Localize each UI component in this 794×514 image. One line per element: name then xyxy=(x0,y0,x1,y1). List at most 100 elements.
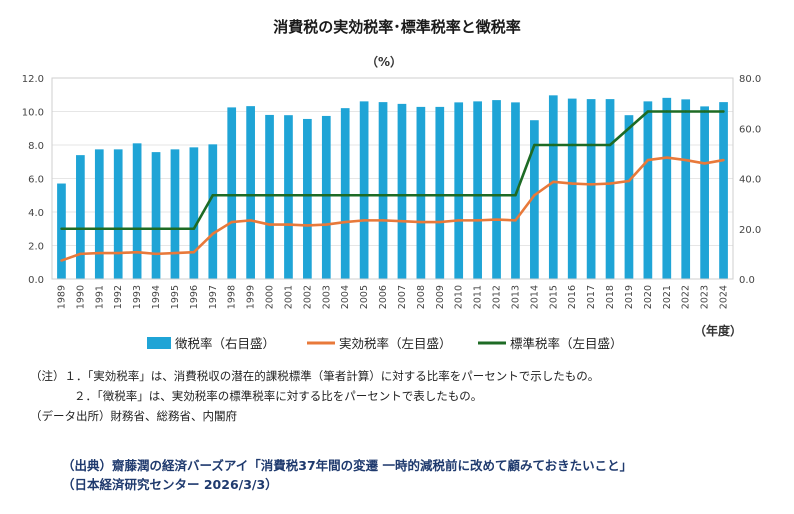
x-tick-label: 2018 xyxy=(605,285,616,309)
x-tick-label: 2012 xyxy=(492,285,503,309)
point-1-2019 xyxy=(627,127,631,130)
x-tick-label: 2017 xyxy=(586,285,597,309)
x-tick-label: 1991 xyxy=(94,285,105,309)
point-0-1993 xyxy=(135,251,139,254)
legend-label-0: 徴税率（右目盛） xyxy=(175,336,275,351)
left-tick-label: 6.0 xyxy=(28,175,44,186)
unit-label: （%） xyxy=(366,54,402,69)
x-tick-label: 2007 xyxy=(397,285,408,309)
x-tick-label: 2020 xyxy=(643,285,654,309)
bar-series xyxy=(57,95,728,280)
right-tick-label: 60.0 xyxy=(739,124,761,135)
x-tick-label: 2019 xyxy=(624,285,635,309)
point-0-2024 xyxy=(722,158,725,162)
bar-2015 xyxy=(548,95,558,280)
x-tick-label: 2001 xyxy=(283,285,294,309)
right-axis-ticks: 0.0 20.0 40.0 60.0 80.0 xyxy=(739,74,761,286)
left-axis-ticks: 0.0 2.0 4.0 6.0 8.0 10.0 12.0 xyxy=(22,74,44,286)
legend-label-1: 実効税率（左目盛） xyxy=(339,336,452,351)
bar-2013 xyxy=(511,102,520,279)
x-tick-label: 2009 xyxy=(435,285,446,309)
bar-2008 xyxy=(416,106,426,279)
note-line-3: （データ出所）財務省、総務省、内閣府 xyxy=(30,409,237,423)
point-0-2017 xyxy=(589,183,593,186)
point-1-2009 xyxy=(438,194,441,197)
bar-2022 xyxy=(681,99,691,279)
bar-2005 xyxy=(359,101,369,280)
bar-1992 xyxy=(113,149,123,279)
bar-2011 xyxy=(473,101,482,280)
x-tick-label: 2022 xyxy=(681,285,692,309)
x-tick-label: 1999 xyxy=(246,285,257,309)
x-tick-label: 1997 xyxy=(208,285,219,309)
x-tick-label: 2004 xyxy=(340,285,351,309)
bar-2021 xyxy=(662,97,672,279)
legend: 徴税率（右目盛） 実効税率（左目盛） 標準税率（左目盛） xyxy=(147,336,623,351)
bar-2020 xyxy=(643,101,653,280)
left-tick-label: 8.0 xyxy=(28,141,44,152)
bar-2006 xyxy=(378,102,388,280)
x-tick-label: 2013 xyxy=(510,285,521,309)
bar-2023 xyxy=(700,106,709,279)
right-tick-label: 20.0 xyxy=(739,225,761,236)
bar-1990 xyxy=(76,155,85,279)
point-1-1993 xyxy=(135,227,139,230)
left-tick-label: 12.0 xyxy=(22,74,44,85)
bar-2002 xyxy=(303,118,312,279)
point-0-1998 xyxy=(230,220,233,224)
bar-1989 xyxy=(57,183,66,279)
x-tick-label: 2016 xyxy=(567,285,578,309)
bar-2017 xyxy=(586,99,596,279)
point-0-2003 xyxy=(325,223,328,226)
note-line-1: （注）１．「実効税率」は、消費税収の潜在的課税標準（筆者計算）に対する比率をパー… xyxy=(30,369,600,383)
bar-1994 xyxy=(151,152,161,279)
point-0-2015 xyxy=(552,180,555,184)
bar-2024 xyxy=(719,102,728,280)
point-1-1989 xyxy=(60,227,63,230)
source-citation: （出典）齋藤潤の経済バーズアイ「消費税37年間の変遷 一時的減税前に改めて顧みて… xyxy=(62,456,632,494)
right-tick-label: 40.0 xyxy=(739,175,761,186)
x-unit-label: （年度） xyxy=(694,323,742,338)
point-1-2021 xyxy=(665,110,668,113)
point-1-2020 xyxy=(646,110,650,113)
bar-2000 xyxy=(265,114,274,279)
point-1-2007 xyxy=(400,194,404,197)
x-tick-label: 2000 xyxy=(265,285,276,309)
plot-frame xyxy=(51,77,734,280)
line-series-0 xyxy=(61,156,724,262)
bar-1991 xyxy=(94,149,104,279)
bar-1998 xyxy=(227,107,237,280)
point-0-1997 xyxy=(211,232,214,235)
point-0-1999 xyxy=(249,219,252,222)
point-1-2014 xyxy=(533,143,536,147)
right-tick-label: 80.0 xyxy=(739,74,761,85)
x-tick-label: 2003 xyxy=(321,285,332,309)
point-1-1994 xyxy=(154,227,158,230)
left-tick-label: 4.0 xyxy=(28,208,44,219)
bar-2018 xyxy=(605,99,615,279)
point-0-2008 xyxy=(419,220,423,224)
x-tick-label: 2010 xyxy=(454,285,465,309)
bar-2003 xyxy=(321,115,331,279)
left-tick-label: 2.0 xyxy=(28,242,44,253)
point-1-2017 xyxy=(589,143,593,147)
x-tick-label: 2005 xyxy=(359,285,370,309)
bar-2019 xyxy=(624,115,634,279)
point-0-2010 xyxy=(457,219,460,222)
x-axis-ticks: 1989 1990 1991 1992 1993 1994 1995 1996 1997 1998… xyxy=(56,285,729,309)
point-1-1995 xyxy=(173,227,177,230)
point-1-1998 xyxy=(230,194,233,197)
point-0-2014 xyxy=(533,194,536,197)
x-tick-label: 1998 xyxy=(227,285,238,309)
point-1-2000 xyxy=(268,194,271,197)
point-1-2001 xyxy=(287,194,290,197)
point-1-2011 xyxy=(476,194,479,197)
point-0-2000 xyxy=(268,223,271,226)
point-0-2006 xyxy=(381,219,385,222)
left-tick-label: 10.0 xyxy=(22,108,44,119)
point-0-2007 xyxy=(400,220,404,223)
point-0-2018 xyxy=(608,182,612,185)
point-1-2013 xyxy=(514,194,517,197)
point-0-2022 xyxy=(684,158,687,162)
x-tick-label: 2011 xyxy=(473,285,484,309)
